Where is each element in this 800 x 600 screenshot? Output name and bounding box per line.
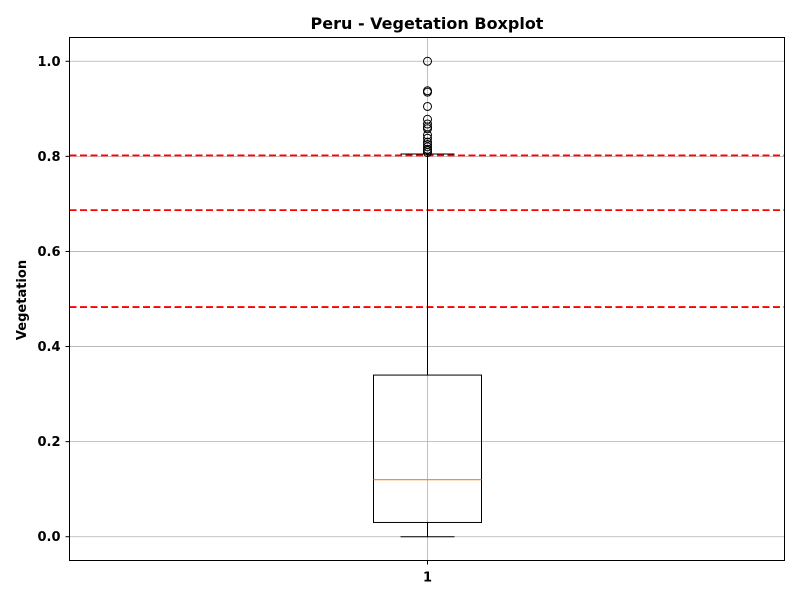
outlier-point <box>423 144 432 154</box>
outlier-point <box>423 86 432 96</box>
outlier-point <box>423 119 432 129</box>
outlier-point <box>423 133 432 143</box>
outlier-point <box>423 56 432 66</box>
outlier-point <box>423 114 432 124</box>
y-tick-label: 1.0 <box>37 55 60 70</box>
y-tick-label: 0.6 <box>37 245 60 260</box>
y-tick-label: 0.8 <box>37 150 60 165</box>
x-ticks: 1 <box>423 560 432 586</box>
y-axis-label: Vegetation <box>15 260 30 340</box>
outliers <box>423 56 432 158</box>
outlier-point <box>423 142 432 152</box>
y-tick-label: 0.4 <box>37 340 60 355</box>
outlier-point <box>423 101 432 111</box>
outlier-point <box>423 139 432 149</box>
x-tick-label: 1 <box>423 571 432 586</box>
outlier-point <box>423 137 432 147</box>
y-ticks: 0.0 0.2 0.4 0.6 0.8 1.0 <box>37 55 70 545</box>
y-tick-label: 0.0 <box>37 530 60 545</box>
box-group <box>373 153 482 538</box>
y-tick-label: 0.2 <box>37 435 60 450</box>
chart-title: Peru - Vegetation Boxplot <box>311 14 544 33</box>
iqr-box <box>373 374 482 523</box>
